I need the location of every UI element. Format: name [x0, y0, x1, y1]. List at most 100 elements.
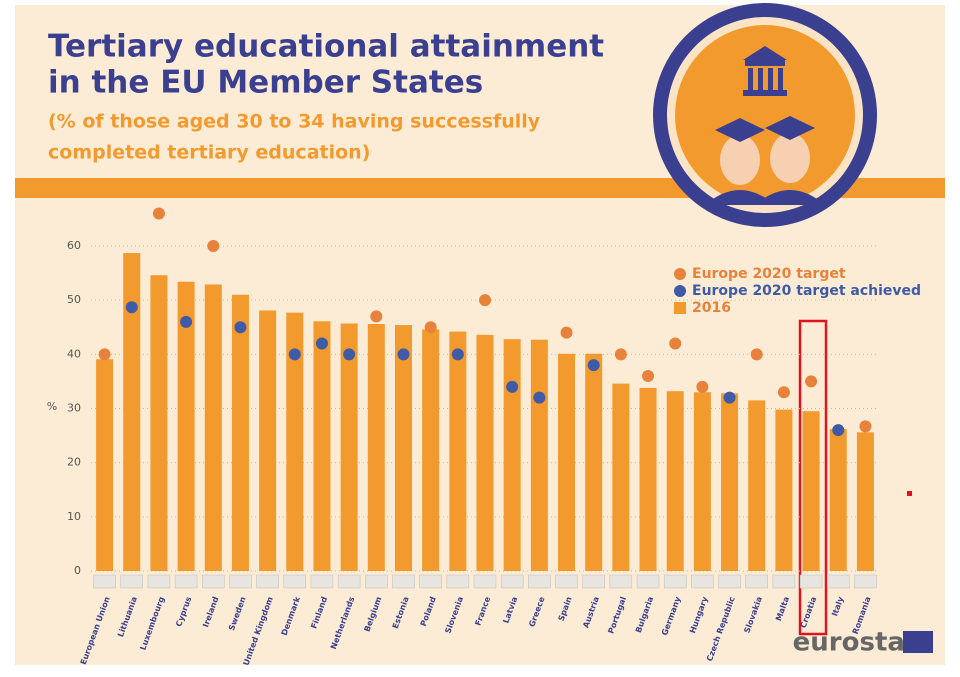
target-dot — [207, 240, 220, 252]
legend-swatch — [674, 285, 686, 297]
flag — [854, 574, 877, 589]
target-dot — [125, 301, 138, 314]
bar — [313, 321, 331, 571]
bar — [530, 339, 548, 571]
target-dot — [859, 420, 872, 433]
flag — [365, 574, 388, 589]
flag — [799, 574, 823, 589]
flag — [93, 574, 116, 589]
bar — [449, 331, 467, 571]
bar — [856, 432, 874, 571]
target-dot — [234, 321, 247, 334]
title: Tertiary educational attainment — [48, 29, 604, 65]
bar — [394, 325, 412, 571]
flag — [256, 574, 279, 589]
legend-label: Europe 2020 target achieved — [692, 283, 921, 299]
flag — [582, 574, 605, 589]
bar — [96, 359, 114, 571]
target-dot — [343, 348, 356, 361]
target-dot — [479, 294, 491, 307]
target-dot — [152, 207, 165, 220]
target-dot — [451, 348, 464, 361]
y-tick-label: 0 — [74, 564, 81, 577]
bar — [612, 383, 630, 571]
flag — [528, 574, 551, 589]
bar — [123, 253, 141, 571]
bar — [204, 284, 222, 571]
target-dot — [723, 391, 736, 404]
bar — [367, 324, 385, 571]
flag — [745, 574, 768, 589]
y-axis-label: % — [47, 400, 57, 413]
flag — [283, 574, 307, 589]
y-tick-label: 50 — [67, 293, 81, 306]
flag — [718, 574, 741, 589]
bar — [585, 353, 603, 571]
bar — [503, 339, 521, 571]
bar — [748, 400, 766, 571]
bar — [666, 391, 684, 571]
y-tick-label: 20 — [67, 456, 81, 469]
legend-swatch — [674, 268, 686, 280]
flag — [609, 574, 633, 589]
bar — [340, 323, 358, 571]
target-dot — [832, 424, 845, 437]
y-tick-label: 40 — [67, 347, 81, 360]
target-dot — [288, 348, 301, 361]
target-dot — [614, 348, 627, 361]
bar — [802, 411, 820, 571]
target-dot — [587, 359, 600, 372]
target-dot — [533, 391, 546, 404]
bar — [775, 409, 793, 571]
bar — [422, 329, 440, 571]
bar — [476, 334, 494, 571]
target-dot — [805, 375, 818, 388]
flag — [229, 574, 252, 589]
target-dot — [98, 348, 111, 361]
eu-logo — [903, 631, 933, 653]
bar — [177, 281, 195, 571]
flag — [663, 574, 687, 589]
target-dot — [424, 321, 437, 334]
flag — [147, 574, 171, 589]
y-tick-label: 60 — [67, 239, 81, 252]
flag — [392, 574, 415, 589]
legend-label: 2016 — [692, 300, 731, 316]
bar — [693, 392, 711, 571]
badge — [653, 3, 877, 227]
flag — [636, 574, 660, 589]
flag — [772, 574, 796, 589]
flag — [691, 574, 714, 589]
flag — [202, 574, 225, 589]
bar — [721, 393, 739, 571]
bar — [639, 387, 657, 571]
source: eurostat — [793, 628, 918, 658]
target-dot — [777, 386, 790, 399]
flag — [174, 574, 198, 589]
target-dot — [560, 326, 573, 339]
legend-label: Europe 2020 target — [692, 266, 846, 282]
target-dot — [180, 315, 193, 328]
legend-swatch — [674, 302, 686, 314]
flag — [500, 574, 524, 589]
bar — [150, 275, 168, 571]
target-dot — [696, 380, 709, 393]
bar — [829, 429, 847, 571]
bar — [259, 310, 277, 571]
target-dot — [750, 348, 763, 361]
target-dot — [669, 337, 682, 350]
title: in the EU Member States — [48, 65, 483, 101]
y-tick-label: 30 — [67, 402, 81, 415]
target-dot — [506, 380, 519, 393]
target-dot — [370, 310, 383, 323]
flag — [120, 574, 144, 589]
highlight-box — [798, 319, 828, 636]
flag — [337, 574, 361, 589]
target-dot — [315, 337, 328, 350]
bar — [558, 353, 576, 571]
target-dot — [397, 348, 410, 361]
subtitle: completed tertiary education) — [48, 142, 370, 164]
flag — [310, 574, 334, 589]
bar — [286, 312, 304, 571]
